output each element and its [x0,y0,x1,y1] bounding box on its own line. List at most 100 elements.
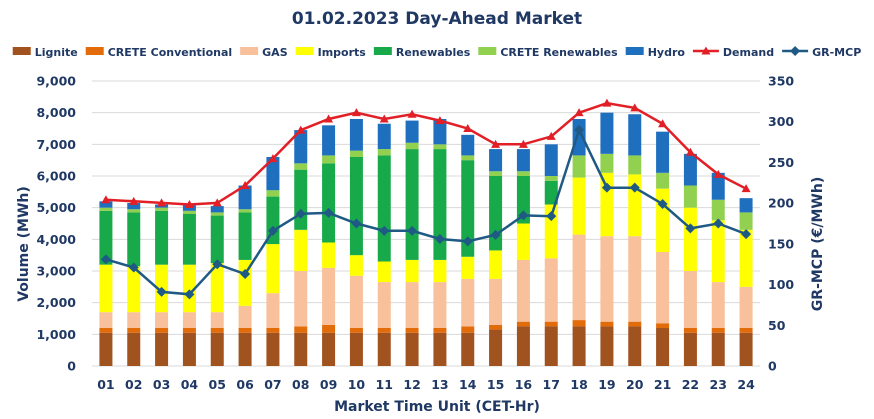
bar-lignite [322,332,336,366]
demand-point [630,103,640,112]
y-tick-label: 8,000 [36,105,76,120]
x-tick-label: 13 [431,377,448,392]
legend-item-lignite: Lignite [12,46,78,59]
bar-gas [294,271,308,327]
bar-gas [405,282,419,328]
x-tick-label: 22 [682,377,699,392]
legend-item-hydro: Hydro [625,46,685,59]
bar-crete-conventional [322,324,336,333]
bar-crete-conventional [433,328,447,333]
bar-imports [516,223,530,260]
bar-crete-renewables [349,150,363,157]
bar-imports [711,220,725,283]
gr-mcp-point [100,254,111,265]
bar-gas [266,293,280,328]
bar-gas [238,305,252,328]
demand-point [157,198,167,207]
bar-crete-renewables [600,153,614,173]
legend-label: CRETE Conventional [108,46,232,59]
bar-hydro [433,119,447,145]
demand-point [351,108,361,117]
legend-item-demand: Demand [692,46,774,59]
bar-crete-conventional [628,321,642,327]
bar-hydro [377,123,391,150]
legend-label: Renewables [396,46,471,59]
bar-gas [683,271,697,328]
bar-lignite [210,332,224,366]
bar-crete-renewables [516,171,530,176]
gr-mcp-point [267,225,278,236]
bar-crete-conventional [99,328,113,333]
bar-crete-renewables [433,144,447,150]
legend-item-gr-mcp: GR-MCP [782,46,861,59]
demand-point [240,181,250,189]
demand-point [435,116,445,125]
bar-renewables [155,210,169,265]
bar-gas [516,259,530,322]
bar-hydro [405,120,419,143]
x-tick-label: 01 [97,377,114,392]
y-tick-label: 0 [67,359,76,374]
bar-gas [600,236,614,322]
x-tick-label: 14 [459,377,477,392]
x-axis-ticks: 01 02 03 04 05 06 07 08 09 10 11 12 13 14 15 16 17 18 19 20… [97,377,755,392]
bar-crete-conventional [683,328,697,333]
bar-hydro [656,131,670,173]
demand-point [546,131,556,140]
y-tick-label: 5,000 [36,200,76,215]
bar-crete-renewables [405,142,419,150]
bar-gas [99,312,113,328]
x-tick-label: 15 [487,377,504,392]
bar-imports [377,261,391,283]
x-tick-label: 21 [654,377,671,392]
bar-imports [433,259,447,283]
gr-mcp-point [323,207,334,218]
bar-lignite [683,332,697,366]
demand-point [658,119,668,128]
bar-crete-renewables [266,190,280,197]
bar-crete-conventional [349,328,363,333]
bar-imports [489,250,503,279]
y2-tick-label: 300 [768,114,794,129]
bar-crete-conventional [656,323,670,328]
y2-tick-label: 350 [768,74,794,89]
y-tick-label: 7,000 [36,137,76,152]
bar-hydro [461,134,475,156]
bar-lignite [600,326,614,366]
bar-crete-conventional [377,328,391,333]
demand-point [518,139,528,148]
bar-crete-conventional [127,328,141,333]
chart-title: 01.02.2023 Day-Ahead Market [292,9,582,29]
legend-label: Imports [318,46,367,59]
bar-crete-renewables [127,209,141,213]
bar-hydro [238,185,252,210]
demand-point [574,108,584,117]
x-tick-label: 23 [710,377,727,392]
gr-mcp-point [462,236,473,247]
demand-point [741,184,751,193]
bar-gas [711,282,725,328]
bar-crete-renewables [377,149,391,156]
y-axis-title: Volume (MWh) [16,186,32,302]
bar-hydro [349,119,363,151]
legend-label: GAS [262,46,288,59]
bar-lignite [711,332,725,366]
bar-gas [572,234,586,321]
bar-gas [155,312,169,328]
bar-crete-renewables [711,199,725,221]
bar-gas [433,282,447,328]
x-tick-label: 20 [626,377,644,392]
x-tick-label: 11 [376,377,393,392]
bar-renewables [238,212,252,260]
bar-imports [405,259,419,283]
bar-imports [739,229,753,287]
bar-lignite [127,332,141,366]
legend-swatch [373,47,392,55]
bar-lignite [99,332,113,366]
bar-gas [739,286,753,328]
bar-lignite [572,326,586,366]
demand-point [212,198,222,207]
gr-mcp-point [407,225,418,236]
demand-line [105,101,747,206]
bar-crete-renewables [628,155,642,175]
